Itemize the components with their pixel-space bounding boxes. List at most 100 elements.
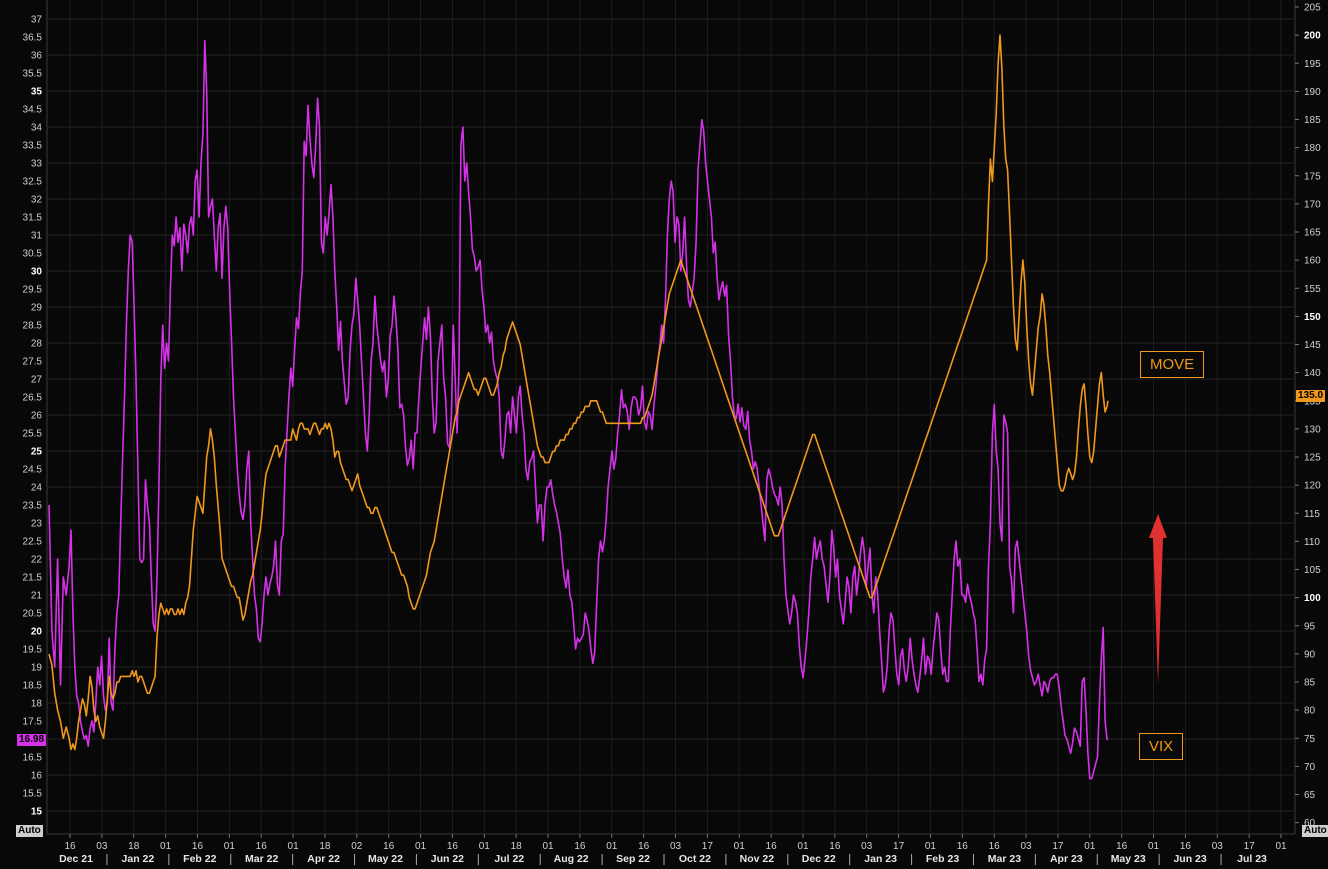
series-line-vix	[48, 39, 1109, 780]
right-tick-label: 120	[1304, 481, 1321, 492]
left-tick-label: 28	[31, 339, 43, 350]
left-tick-label: 15	[31, 807, 43, 818]
right-tick-label: 105	[1304, 565, 1321, 576]
right-tick-label: 180	[1304, 143, 1321, 154]
x-day-label: 16	[1116, 841, 1128, 852]
x-day-label: 16	[957, 841, 969, 852]
left-tick-label: 22	[31, 555, 43, 566]
x-month-label: Jun 23	[1173, 853, 1206, 865]
x-day-label: 03	[1212, 841, 1224, 852]
right-tick-label: 195	[1304, 59, 1321, 70]
right-tick-label: 60	[1304, 818, 1316, 829]
right-tick-label: 150	[1304, 312, 1321, 323]
right-tick-label: 65	[1304, 790, 1316, 801]
x-month-label: Apr 23	[1050, 853, 1083, 865]
x-month-label: May 22	[368, 853, 403, 865]
left-tick-label: 31	[31, 231, 43, 242]
x-day-label: 18	[511, 841, 523, 852]
x-day-label: 16	[638, 841, 650, 852]
left-tick-label: 33	[31, 159, 43, 170]
left-tick-label: 18	[31, 699, 43, 710]
x-day-label: 17	[893, 841, 905, 852]
x-day-label: 01	[1275, 841, 1287, 852]
left-tick-label: 31.5	[23, 213, 43, 224]
x-day-label: 16	[192, 841, 204, 852]
x-day-label: 01	[224, 841, 236, 852]
right-tick-label: 100	[1304, 593, 1321, 604]
x-day-label: 03	[1020, 841, 1032, 852]
x-month-label: Mar 22	[245, 853, 278, 865]
left-tick-label: 30.5	[23, 249, 43, 260]
right-tick-label: 175	[1304, 171, 1321, 182]
x-day-label: 01	[1148, 841, 1160, 852]
left-tick-label: 15.5	[23, 789, 43, 800]
x-month-label: Jan 22	[122, 853, 155, 865]
x-month-label: Nov 22	[740, 853, 775, 865]
x-day-label: 03	[96, 841, 108, 852]
right-tick-label: 80	[1304, 706, 1316, 717]
x-day-label: 16	[829, 841, 841, 852]
left-axis: 37 36.5 36 35.5 35 34.5 34 33.5 33 32.5 32 31.5 31 30…	[23, 15, 43, 818]
left-tick-label: 27.5	[23, 357, 43, 368]
x-month-label: Mar 23	[988, 853, 1021, 865]
right-tick-label: 170	[1304, 199, 1321, 210]
left-tick-label: 25.5	[23, 429, 43, 440]
x-day-label: 18	[319, 841, 331, 852]
x-day-label: 01	[160, 841, 172, 852]
auto-left-button[interactable]: Auto	[16, 825, 43, 837]
x-day-label: 16	[383, 841, 395, 852]
series-group	[48, 34, 1109, 780]
x-axis: 16 03 18 01 16 01 16 01 18 02 16 01 16 01 18 01 16 01 16 03…	[59, 834, 1287, 865]
x-month-label: Jul 23	[1237, 853, 1267, 865]
right-tick-label: 185	[1304, 115, 1321, 126]
left-tick-label: 35	[31, 87, 43, 98]
left-tick-label: 30	[31, 267, 43, 278]
x-day-label: 17	[1244, 841, 1256, 852]
x-day-label: 01	[1084, 841, 1096, 852]
x-day-label: 16	[1180, 841, 1192, 852]
left-tick-label: 19	[31, 663, 43, 674]
left-tick-label: 29	[31, 303, 43, 314]
left-tick-label: 35.5	[23, 69, 43, 80]
right-tick-label: 155	[1304, 284, 1321, 295]
right-tick-label: 70	[1304, 762, 1316, 773]
x-day-label: 17	[1052, 841, 1064, 852]
left-tick-label: 16	[31, 771, 43, 782]
x-month-label: Aug 22	[554, 853, 589, 865]
x-day-label: 01	[542, 841, 554, 852]
left-tick-label: 24.5	[23, 465, 43, 476]
x-month-label: Dec 22	[802, 853, 836, 865]
x-month-label: May 23	[1111, 853, 1146, 865]
red-arrow	[1149, 514, 1167, 684]
right-tick-label: 125	[1304, 453, 1321, 464]
x-day-label: 16	[989, 841, 1001, 852]
x-day-label: 01	[925, 841, 937, 852]
left-tick-label: 23	[31, 519, 43, 530]
grid	[46, 0, 1296, 835]
x-day-label: 01	[734, 841, 746, 852]
x-month-label: Jul 22	[494, 853, 524, 865]
left-tick-label: 21.5	[23, 573, 43, 584]
left-tick-label: 32	[31, 195, 43, 206]
right-tick-label: 140	[1304, 368, 1321, 379]
x-day-label: 16	[447, 841, 459, 852]
right-tick-label: 160	[1304, 256, 1321, 267]
legend-move: MOVE	[1140, 351, 1205, 378]
x-day-label: 01	[288, 841, 300, 852]
left-tick-label: 34.5	[23, 105, 43, 116]
auto-right-button[interactable]: Auto	[1302, 825, 1328, 837]
right-tick-label: 145	[1304, 340, 1321, 351]
red-arrow-shape	[1149, 514, 1167, 684]
left-tick-label: 20.5	[23, 609, 43, 620]
x-day-label: 01	[479, 841, 491, 852]
right-tick-label: 115	[1304, 509, 1320, 520]
left-tick-label: 26	[31, 411, 43, 422]
right-tick-label: 90	[1304, 649, 1316, 660]
left-tick-label: 27	[31, 375, 43, 386]
right-tick-label: 165	[1304, 228, 1321, 239]
left-tick-label: 34	[31, 123, 43, 134]
x-day-label: 17	[702, 841, 714, 852]
x-month-label: Sep 22	[616, 853, 650, 865]
